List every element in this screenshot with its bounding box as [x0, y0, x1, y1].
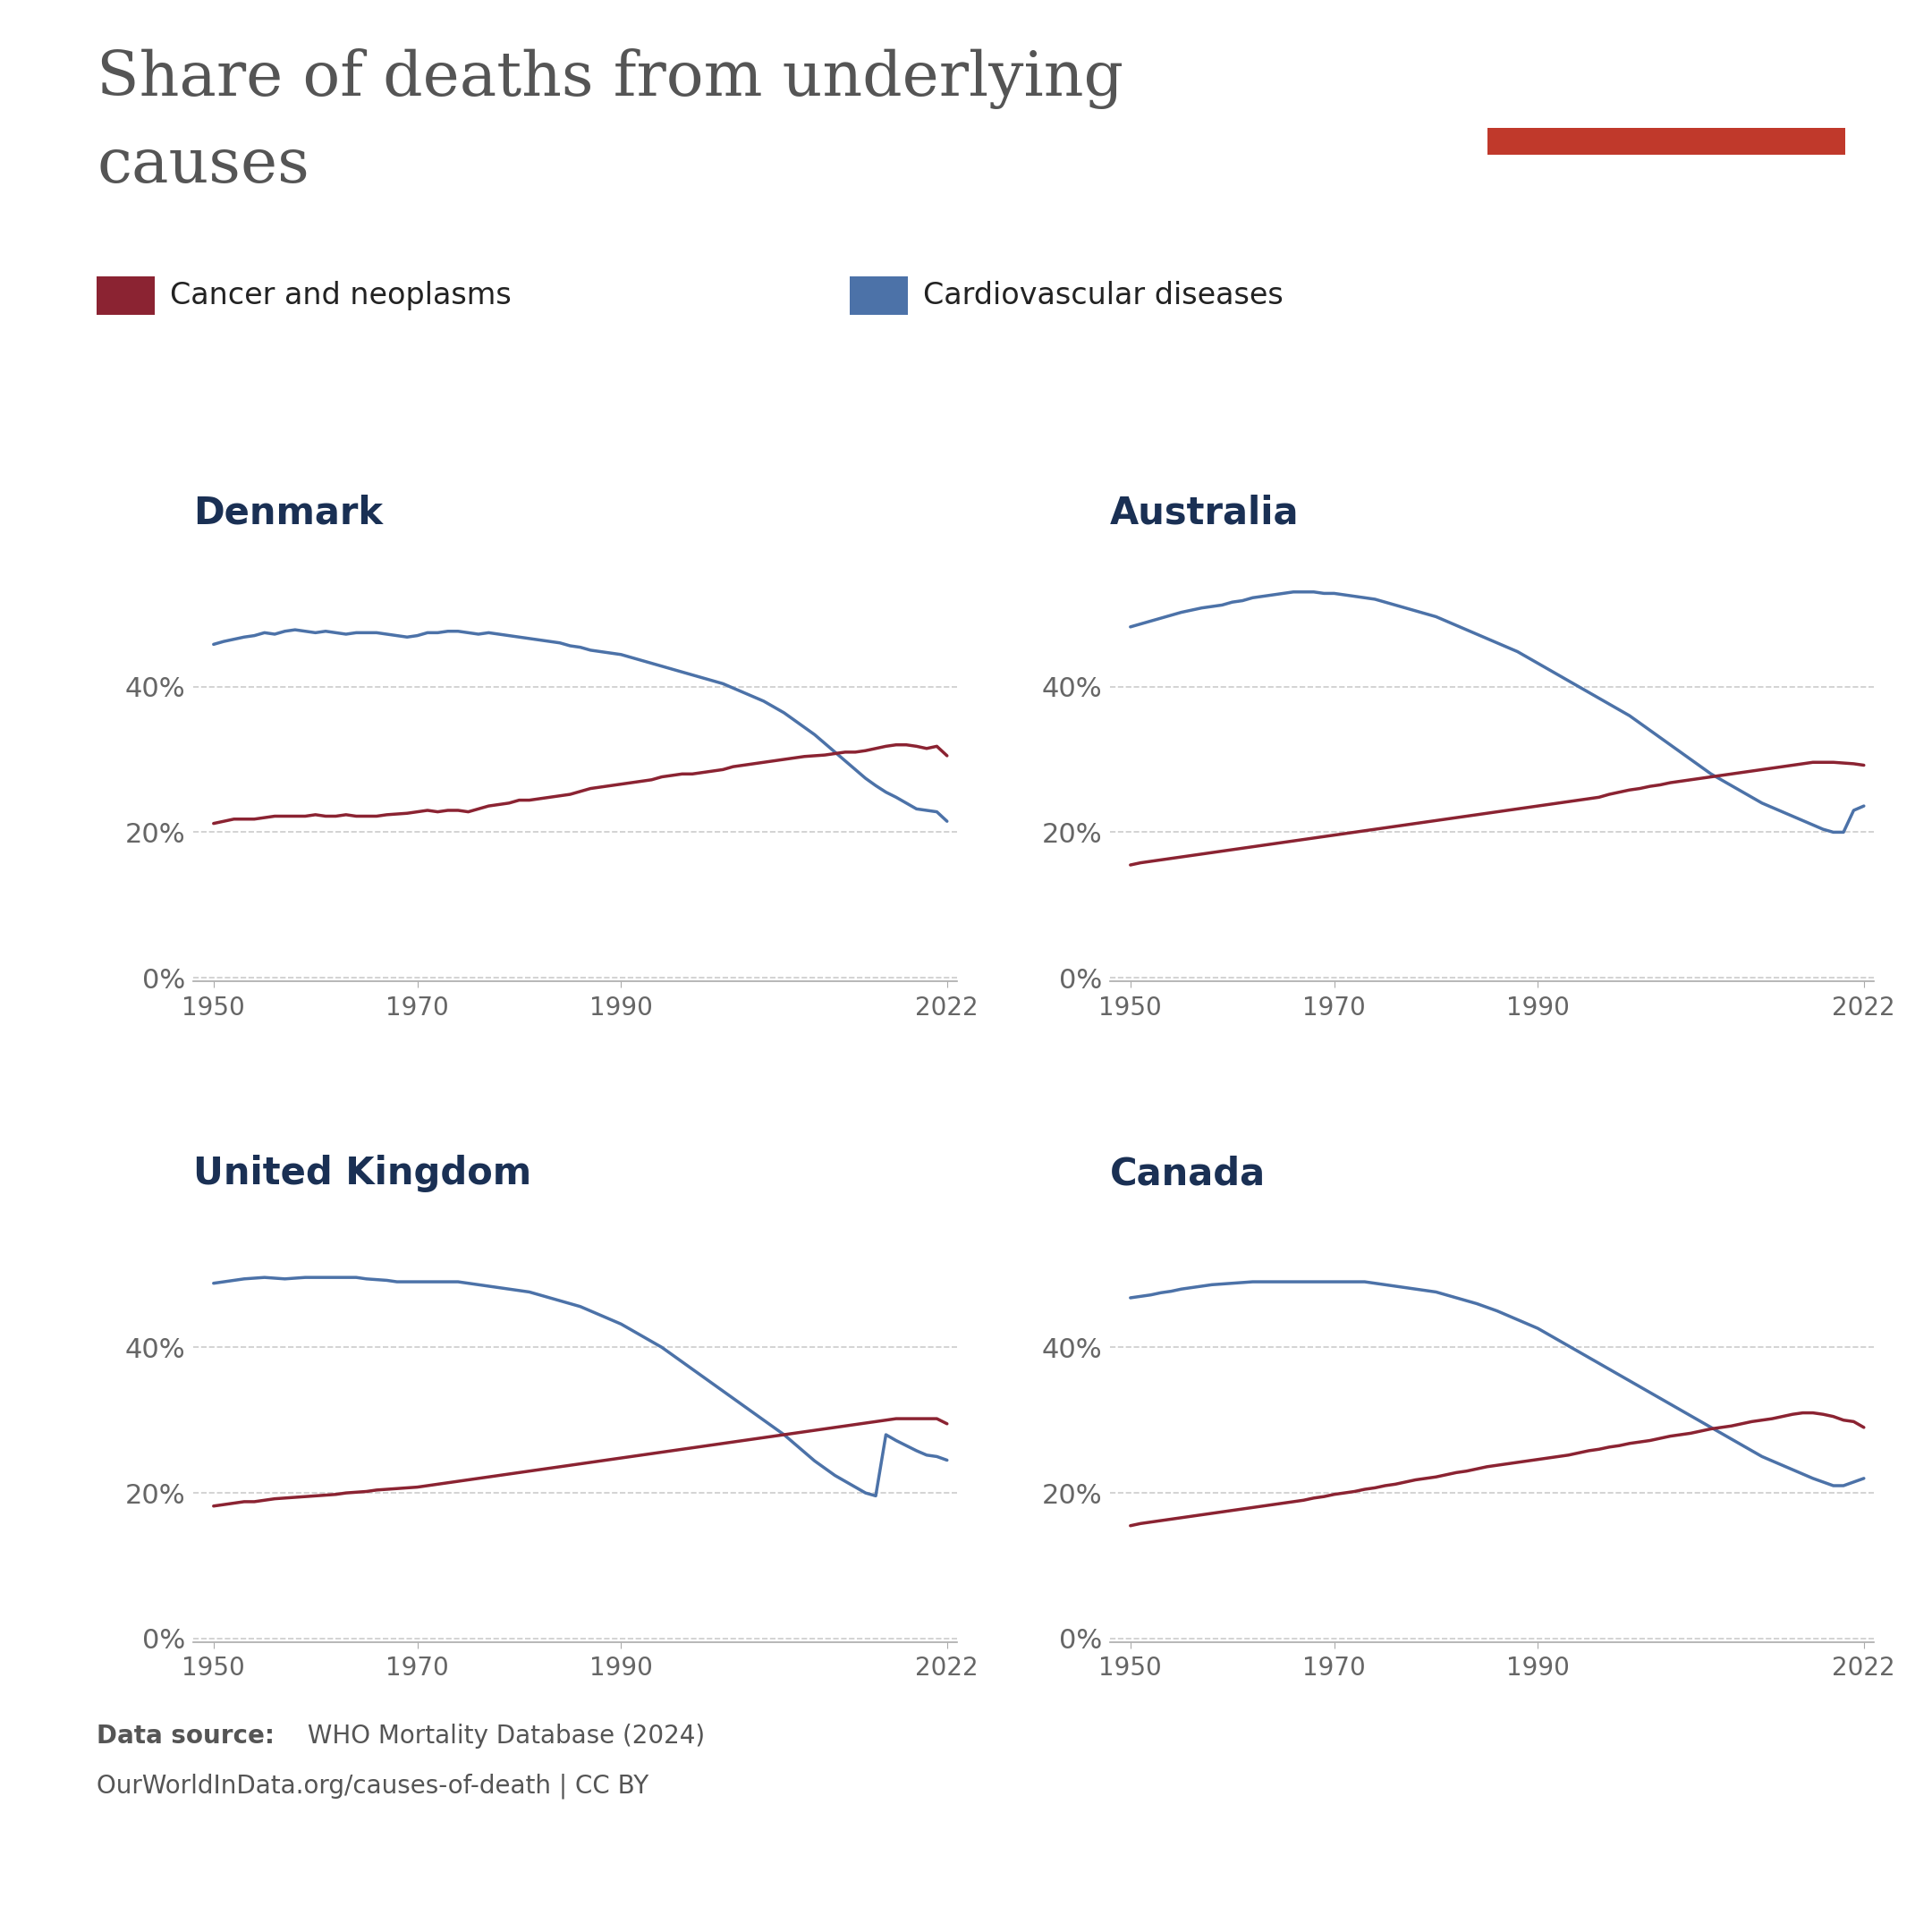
Text: Denmark: Denmark — [193, 495, 383, 531]
Text: OurWorldInData.org/causes-of-death | CC BY: OurWorldInData.org/causes-of-death | CC … — [97, 1774, 649, 1799]
Text: Cancer and neoplasms: Cancer and neoplasms — [170, 280, 512, 311]
Text: Canada: Canada — [1111, 1155, 1265, 1192]
Text: causes: causes — [97, 135, 309, 195]
Text: in Data: in Data — [1621, 91, 1712, 112]
Text: United Kingdom: United Kingdom — [193, 1155, 531, 1192]
Text: Cardiovascular diseases: Cardiovascular diseases — [923, 280, 1283, 311]
Text: Australia: Australia — [1111, 495, 1298, 531]
Text: WHO Mortality Database (2024): WHO Mortality Database (2024) — [299, 1723, 705, 1748]
Text: Our World: Our World — [1602, 48, 1731, 71]
Text: Share of deaths from underlying: Share of deaths from underlying — [97, 48, 1122, 108]
Text: Data source:: Data source: — [97, 1723, 274, 1748]
Bar — [1488, 128, 1845, 155]
